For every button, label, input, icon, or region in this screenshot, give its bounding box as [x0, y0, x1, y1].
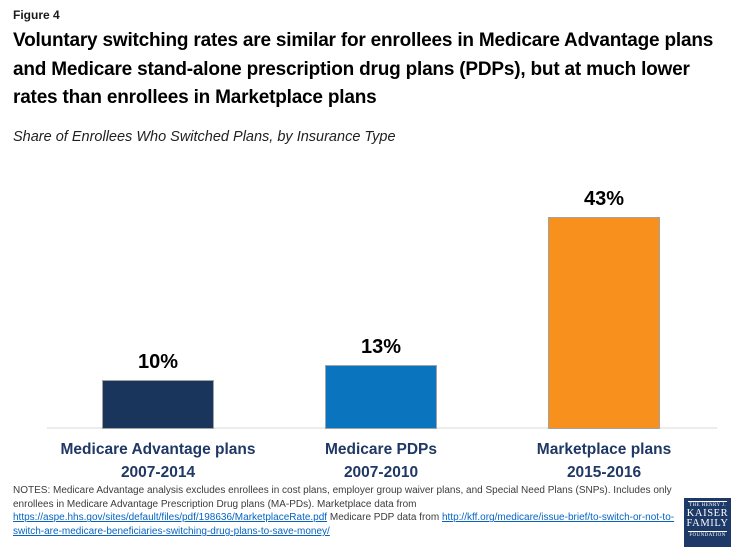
logo-bottom-rule [688, 531, 727, 532]
bar-medicare-advantage [102, 380, 214, 429]
logo-family-text: FAMILY [686, 518, 729, 529]
data-label-medicare-advantage: 10% [137, 351, 179, 373]
logo-kaiser-text: KAISER [686, 508, 729, 519]
kff-issue-brief-link[interactable]: http://kff.org/medicare/issue-brief/to-s… [13, 512, 675, 538]
category-label-medicare-pdps: Medicare PDPs 2007-2010 [268, 438, 494, 484]
aspe-marketplace-link[interactable]: https://aspe.hhs.gov/sites/default/files… [13, 512, 328, 524]
data-label-medicare-pdps: 13% [360, 336, 402, 358]
category-label-line1: Medicare PDPs [325, 441, 437, 458]
notes-prefix: NOTES: Medicare Advantage analysis exclu… [13, 485, 672, 510]
category-label-line1: Marketplace plans [536, 441, 672, 458]
figure-number: Figure 4 [13, 8, 60, 22]
logo-top-rule [688, 501, 727, 502]
bar-group-medicare-advantage: 10% [102, 351, 214, 429]
page-title: Voluntary switching rates are similar fo… [13, 30, 714, 108]
kff-logo: THE HENRY J. KAISER FAMILY FOUNDATION [684, 498, 731, 547]
category-label-line1: Medicare Advantage plans [60, 441, 256, 458]
chart-subtitle: Share of Enrollees Who Switched Plans, b… [13, 129, 396, 145]
category-label-medicare-advantage: Medicare Advantage plans 2007-2014 [45, 438, 271, 484]
bar-marketplace [548, 217, 660, 429]
category-label-line2: 2015-2016 [566, 464, 642, 481]
bar-group-marketplace: 43% [548, 188, 660, 429]
bar-group-medicare-pdps: 13% [325, 336, 437, 429]
data-label-marketplace: 43% [583, 188, 625, 210]
logo-foundation-text: FOUNDATION [689, 533, 726, 538]
category-label-line2: 2007-2010 [343, 464, 419, 481]
category-label-marketplace: Marketplace plans 2015-2016 [491, 438, 717, 484]
logo-henry-j-text: THE HENRY J. [689, 503, 726, 508]
notes-text: NOTES: Medicare Advantage analysis exclu… [13, 484, 677, 539]
category-label-line2: 2007-2014 [120, 464, 196, 481]
bar-medicare-pdps [325, 365, 437, 429]
notes-middle: Medicare PDP data from [327, 512, 442, 524]
